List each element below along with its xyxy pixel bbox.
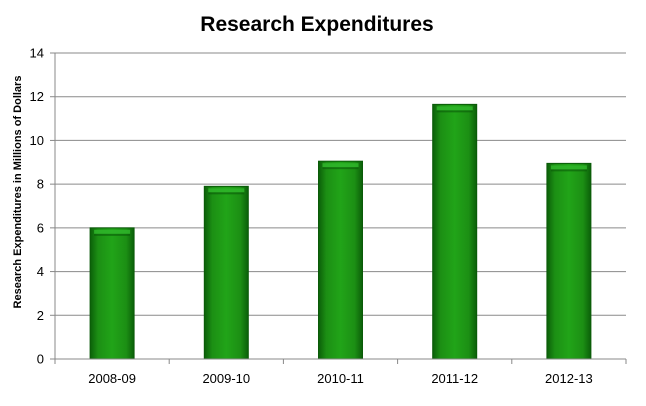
y-tick-labels: 0 2 4 6 8 10 12 14 xyxy=(30,46,44,367)
y-tick-label: 4 xyxy=(37,264,44,279)
y-tick-label: 2 xyxy=(37,308,44,323)
x-tick-label: 2010-11 xyxy=(317,371,364,386)
y-tick-label: 14 xyxy=(30,46,44,61)
y-tick-label: 0 xyxy=(37,352,44,367)
bar-bevel xyxy=(208,192,245,195)
bar xyxy=(318,160,363,360)
bar-bevel xyxy=(436,110,473,113)
bar-highlight xyxy=(550,165,587,170)
bar-bevel xyxy=(550,169,587,172)
x-tick-label: 2011-12 xyxy=(431,371,478,386)
bar-highlight xyxy=(322,163,359,168)
y-tick-label: 8 xyxy=(37,177,44,192)
bar-bevel xyxy=(94,233,131,236)
bar-body xyxy=(432,103,478,360)
bar-body xyxy=(89,227,135,360)
chart-title: Research Expenditures xyxy=(200,13,433,36)
bars xyxy=(89,103,592,360)
bar-highlight xyxy=(208,188,245,193)
bar-highlight xyxy=(436,106,473,111)
bar xyxy=(546,162,592,360)
bar-bevel xyxy=(322,167,359,170)
bar xyxy=(432,103,478,360)
bar-highlight xyxy=(94,229,131,234)
y-tick-label: 10 xyxy=(30,133,44,148)
x-tick-label: 2012-13 xyxy=(545,371,593,386)
y-tick-label: 6 xyxy=(37,220,44,235)
x-tick-label: 2008-09 xyxy=(88,371,136,386)
y-axis-label: Research Expenditures in Millions of Dol… xyxy=(12,76,24,309)
bar-body xyxy=(203,185,249,360)
bar-body xyxy=(318,160,363,360)
bar xyxy=(203,185,249,360)
y-tick-label: 12 xyxy=(30,89,44,104)
bar xyxy=(89,227,135,360)
x-tick-label: 2009-10 xyxy=(202,371,250,386)
bar-body xyxy=(546,162,592,360)
x-tick-labels: 2008-09 2009-10 2010-11 2011-12 2012-13 xyxy=(88,371,593,386)
